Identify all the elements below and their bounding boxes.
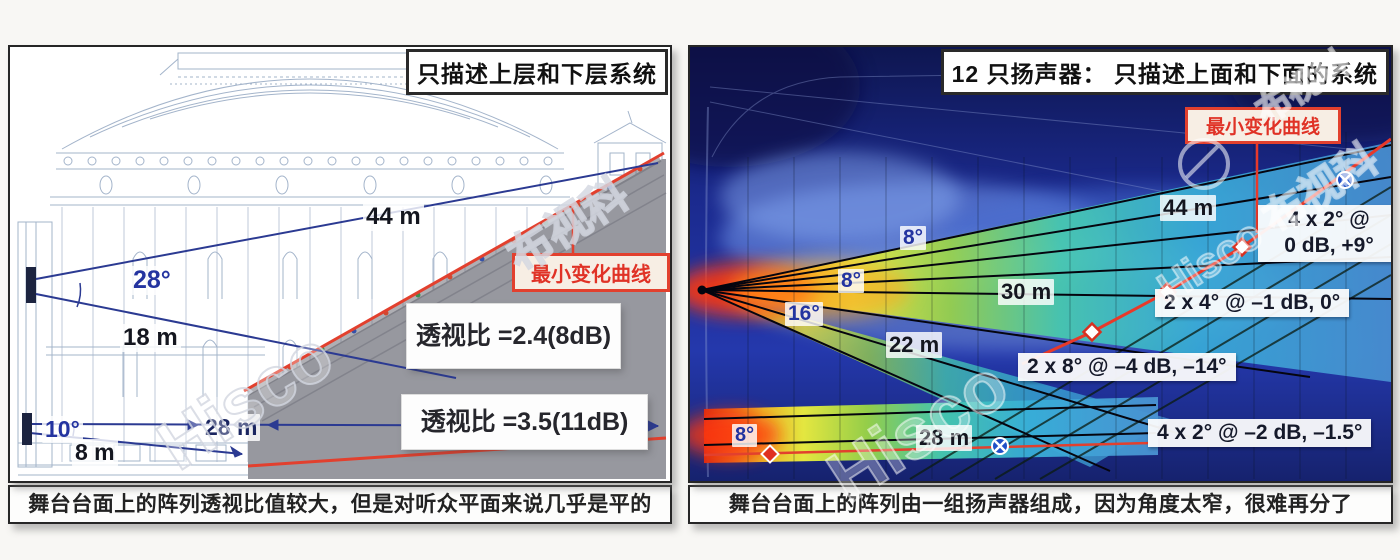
dist-chip-22m: 22 m xyxy=(886,332,943,358)
cornice-circles xyxy=(63,156,553,166)
right-caption: 舞台台面上的阵列由一组扬声器组成，因为角度太窄，很难再分了 xyxy=(688,485,1393,524)
angle-chip-8deg-mid: 8° xyxy=(838,269,865,293)
dist-chip-44m: 44 m xyxy=(1160,195,1217,221)
dist-label-44m: 44 m xyxy=(363,203,424,231)
perspective-ratio-upper-box: 透视比 =2.4(8dB) xyxy=(407,304,620,368)
angle-label-28deg: 28° xyxy=(130,266,174,295)
dist-chip-30m: 30 m xyxy=(998,279,1055,305)
left-header-box: 只描述上层和下层系统 xyxy=(406,49,668,95)
angle-chip-8deg-top: 8° xyxy=(900,226,927,250)
angle-chip-8deg-stage: 8° xyxy=(732,424,758,447)
min-curve-label-right: 最小变化曲线 xyxy=(1185,107,1341,144)
dist-label-18m: 18 m xyxy=(120,324,181,352)
dist-label-8m: 8 m xyxy=(72,439,118,466)
dist-chip-28m: 28 m xyxy=(916,425,973,451)
dist-label-28m-stage: 28 m xyxy=(202,414,261,441)
config-box-stage: 4 x 2° @ –2 dB, –1.5° xyxy=(1148,419,1372,447)
left-caption: 舞台台面上的阵列透视比值较大，但是对听众平面来说几乎是平的 xyxy=(8,485,672,524)
left-hall-drawing-area: 只描述上层和下层系统 28° 44 m 18 m 10° 8 m 28 m 最小… xyxy=(8,45,672,483)
right-panel: 12 只扬声器： 只描述上面和下面的系统 最小变化曲线 8° 8° 16° 8°… xyxy=(688,45,1393,524)
main-coverage-fan xyxy=(702,142,1391,382)
angle-chip-16deg: 16° xyxy=(785,302,823,326)
config-top-line2: 0 dB, +9° xyxy=(1284,234,1374,258)
config-top-line1: 4 x 2° @ xyxy=(1288,208,1370,231)
right-header-box: 12 只扬声器： 只描述上面和下面的系统 xyxy=(940,49,1389,95)
config-box-mid: 2 x 8° @ –4 dB, –14° xyxy=(1018,353,1236,381)
left-panel: 只描述上层和下层系统 28° 44 m 18 m 10° 8 m 28 m 最小… xyxy=(8,45,672,524)
config-box-upper: 2 x 4° @ –1 dB, 0° xyxy=(1155,289,1350,317)
right-heatmap-area: 12 只扬声器： 只描述上面和下面的系统 最小变化曲线 8° 8° 16° 8°… xyxy=(688,45,1393,483)
angle-label-10deg: 10° xyxy=(42,416,83,443)
config-box-top: 4 x 2° @ 0 dB, +9° xyxy=(1258,205,1391,262)
perspective-ratio-lower-box: 透视比 =3.5(11dB) xyxy=(402,395,647,449)
min-curve-label-left: 最小变化曲线 xyxy=(512,253,670,292)
